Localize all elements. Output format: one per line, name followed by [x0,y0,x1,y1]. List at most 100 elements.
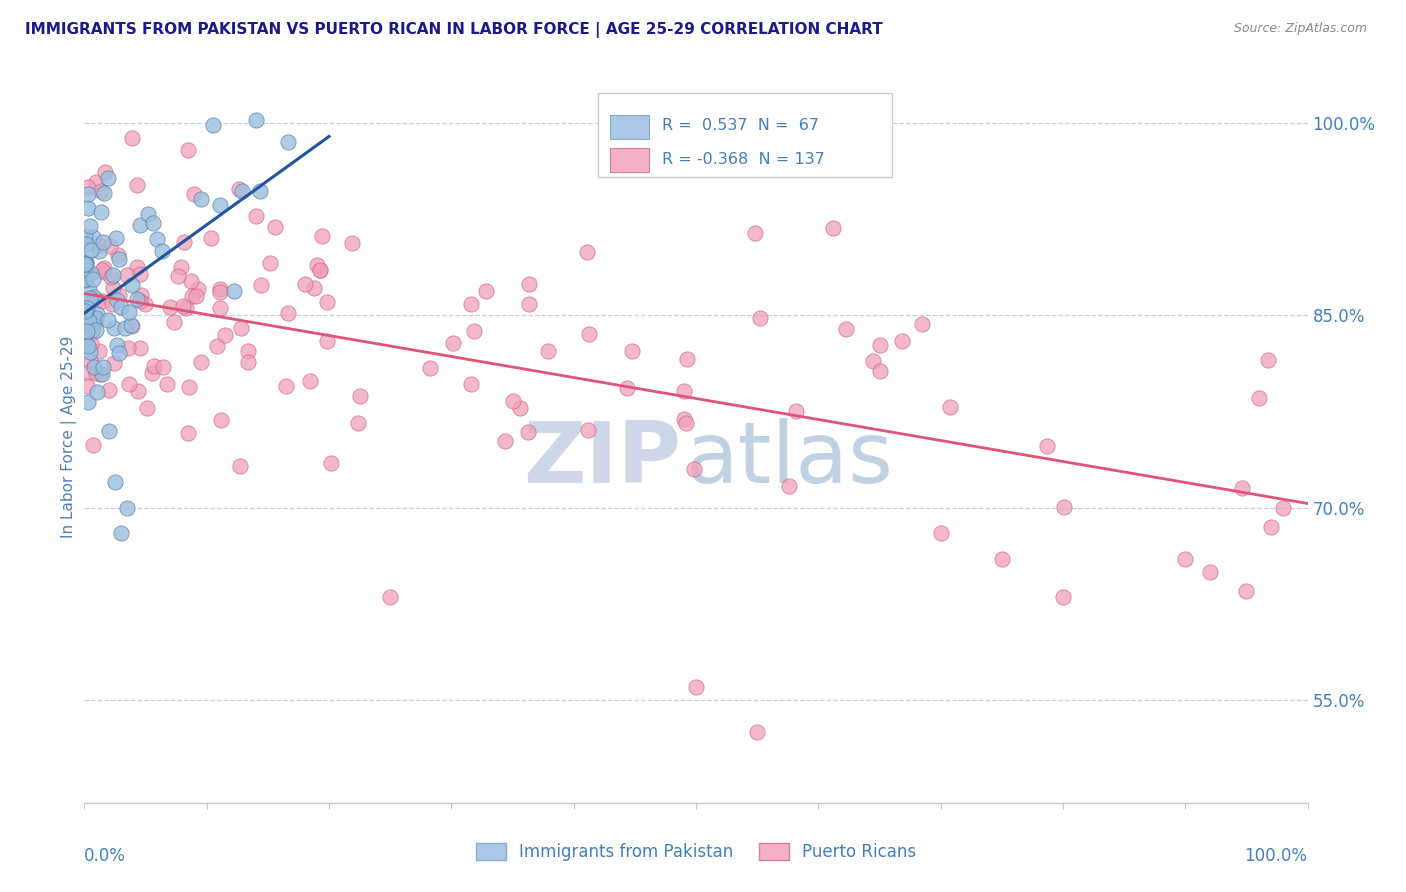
Point [107,252,129,266]
Point [862,354,884,368]
Point [474,284,496,298]
Point [121,278,143,293]
Point [93,186,115,200]
Point [238,354,260,368]
Point [118,377,141,392]
Point [231,184,253,198]
Point [90,367,112,381]
Point [259,256,281,270]
Point [298,375,321,389]
Text: atlas: atlas [686,417,894,500]
Point [460,297,482,311]
Point [1198,565,1220,579]
Point [98,239,121,253]
Point [89,367,111,381]
Point [177,380,200,394]
Point [87,238,110,252]
Point [205,339,228,353]
Point [785,404,807,418]
Point [91,293,114,308]
Point [180,289,202,303]
Point [90,184,112,198]
Point [939,400,962,414]
Point [250,278,273,293]
Point [73,314,96,328]
Point [517,425,540,439]
Point [277,306,299,320]
Point [1272,500,1295,515]
Point [929,526,952,541]
Point [75,261,97,276]
Point [517,297,540,311]
Point [107,346,129,360]
Point [91,263,114,277]
Point [183,186,205,201]
Point [682,462,704,476]
Point [747,725,769,739]
Point [156,376,179,391]
Point [83,359,105,374]
Point [86,366,108,380]
Point [76,301,98,316]
Point [86,307,108,321]
Point [121,131,143,145]
Point [80,323,103,337]
Point [103,356,125,370]
Point [308,263,330,277]
Point [685,681,707,695]
Point [100,270,122,285]
Point [190,355,212,369]
Point [778,478,800,492]
Point [184,288,207,302]
Point [82,272,104,286]
Point [91,359,114,374]
Point [200,231,222,245]
Point [316,294,339,309]
Point [673,412,696,426]
Point [311,228,333,243]
Point [209,413,232,427]
Point [146,232,169,246]
Point [675,416,697,430]
Point [1036,439,1059,453]
Point [142,216,165,230]
Point [172,299,194,313]
Point [77,179,100,194]
Point [75,317,97,331]
Point [75,304,97,318]
Point [208,285,231,299]
Point [79,344,101,359]
Point [110,526,132,541]
Point [129,294,152,309]
Point [177,143,200,157]
Point [1052,591,1074,605]
Point [159,300,181,314]
Point [537,343,560,358]
Point [105,293,128,308]
Point [749,311,772,326]
Point [1053,500,1076,514]
Point [616,381,638,395]
Point [84,314,107,328]
Point [166,268,188,283]
Point [129,341,152,355]
Point [177,425,200,440]
Point [173,235,195,249]
Point [347,417,370,431]
Point [229,458,252,473]
Point [103,321,125,335]
Point [75,228,97,243]
Point [75,293,97,308]
Point [89,244,111,258]
Point [176,301,198,315]
Point [869,364,891,378]
Point [509,401,531,415]
Point [673,384,696,399]
Point [73,273,96,287]
Point [1174,552,1197,566]
Point [73,256,96,270]
Point [76,379,98,393]
Point [94,165,117,179]
Point [82,318,104,332]
Point [307,258,329,272]
